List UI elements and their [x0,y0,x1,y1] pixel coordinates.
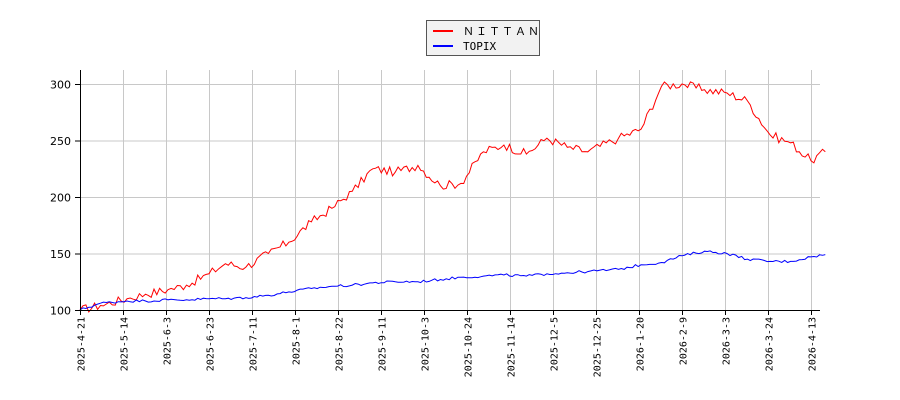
y-tick-label: 200 [50,192,71,205]
y-tick-label: 150 [50,248,71,261]
x-tick-label: 2025-6-23 [206,317,217,371]
topix-line [79,250,826,311]
x-tick-label: 2025-4-21 [77,317,88,371]
red-line-swatch-icon [433,30,453,32]
x-tick-label: 2025-7-11 [249,317,260,371]
x-tick-label: 2026-3-24 [765,317,776,371]
grid-lines [80,70,820,310]
x-tick-label: 2025-10-3 [421,317,432,371]
x-tick-label: 2025-12-25 [593,317,604,377]
axes [80,70,820,311]
legend-label: ＮＩＴＴＡＮ [463,25,541,38]
x-tick-label: 2025-9-11 [378,317,389,371]
y-tick-label: 250 [50,135,71,148]
y-tick-label: 300 [50,79,71,92]
legend-item-topix: TOPIX [433,39,496,53]
legend: ＮＩＴＴＡＮ TOPIX [426,20,540,56]
x-tick-label: 2025-11-14 [507,317,518,377]
legend-item-nittan: ＮＩＴＴＡＮ [433,24,541,38]
x-tick-label: 2025-8-22 [335,317,346,371]
x-axis-ticks: 2025-4-21 2025-5-14 2025-6-3 2025-6-23 2025-… [77,310,819,377]
x-tick-label: 2025-12-5 [550,317,561,371]
x-tick-label: 2026-2-9 [679,317,690,365]
x-tick-label: 2026-1-20 [636,317,647,371]
x-tick-label: 2025-10-24 [464,317,475,377]
x-tick-label: 2025-5-14 [120,317,131,371]
x-tick-label: 2026-3-3 [722,317,733,365]
series-lines [79,81,826,313]
legend-label: TOPIX [463,39,497,53]
y-axis-ticks: 100 150 200 250 300 [50,79,80,318]
y-tick-label: 100 [50,305,71,318]
x-tick-label: 2026-4-13 [808,317,819,371]
blue-line-swatch-icon [433,45,453,47]
x-tick-label: 2025-8-1 [292,317,303,365]
x-tick-label: 2025-6-3 [163,317,174,365]
nittan-line [79,81,826,313]
